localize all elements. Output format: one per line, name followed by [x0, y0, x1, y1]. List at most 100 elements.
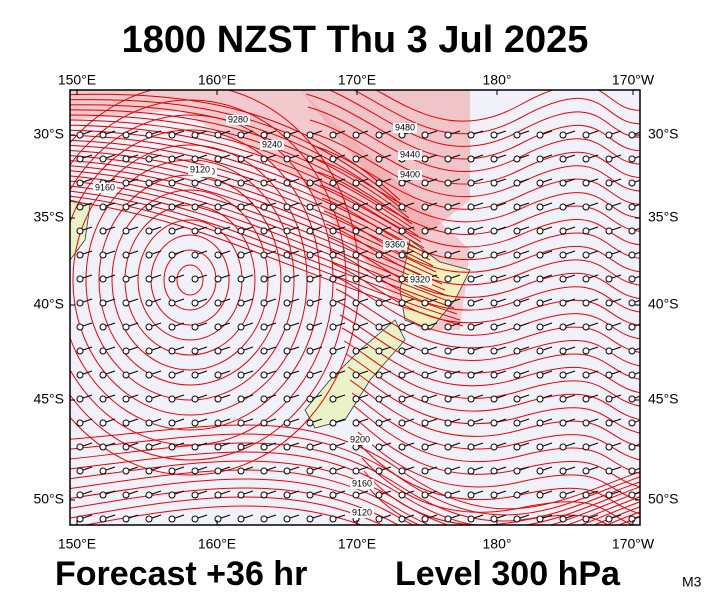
station-marker	[191, 371, 199, 379]
contour	[70, 424, 640, 510]
station-marker	[467, 299, 475, 307]
station-marker	[99, 155, 107, 163]
station-marker	[168, 443, 176, 451]
station-marker	[490, 203, 498, 211]
station-marker	[628, 179, 636, 187]
station-marker	[605, 467, 613, 475]
station-marker	[467, 467, 475, 475]
station-marker	[398, 419, 406, 427]
contour-label-box	[260, 140, 284, 150]
station-marker	[398, 371, 406, 379]
station-marker	[352, 131, 360, 139]
station-marker	[398, 515, 406, 523]
station-marker	[260, 371, 268, 379]
station-marker	[329, 323, 337, 331]
station-marker	[421, 251, 429, 259]
station-marker	[260, 155, 268, 163]
station-marker	[260, 515, 268, 523]
station-marker	[191, 467, 199, 475]
station-marker	[352, 419, 360, 427]
station-marker	[352, 203, 360, 211]
station-marker	[306, 227, 314, 235]
contour	[365, 483, 421, 525]
station-marker	[490, 347, 498, 355]
contour	[70, 190, 458, 315]
station-marker	[191, 347, 199, 355]
station-marker	[352, 491, 360, 499]
station-marker	[329, 251, 337, 259]
station-marker	[628, 323, 636, 331]
station-marker	[76, 419, 84, 427]
latitude-label: 35°S	[33, 209, 64, 225]
station-marker	[168, 275, 176, 283]
station-marker	[582, 131, 590, 139]
station-marker	[375, 371, 383, 379]
station-marker	[191, 179, 199, 187]
contour	[349, 379, 640, 447]
station-marker	[260, 443, 268, 451]
map-frame	[69, 89, 641, 526]
station-marker	[605, 251, 613, 259]
station-marker	[145, 251, 153, 259]
contour	[317, 171, 640, 235]
station-marker	[628, 347, 636, 355]
station-marker	[214, 131, 222, 139]
station-marker	[513, 203, 521, 211]
contour	[339, 314, 640, 380]
station-marker	[490, 155, 498, 163]
station-marker	[352, 395, 360, 403]
station-marker	[145, 419, 153, 427]
station-marker	[168, 347, 176, 355]
station-marker	[237, 347, 245, 355]
station-marker	[513, 131, 521, 139]
contour	[357, 431, 640, 501]
station-marker	[76, 371, 84, 379]
station-marker	[145, 371, 153, 379]
station-marker	[352, 371, 360, 379]
station-marker	[513, 443, 521, 451]
station-marker	[145, 299, 153, 307]
station-marker	[490, 395, 498, 403]
station-marker	[76, 131, 84, 139]
contour	[351, 392, 640, 461]
station-marker	[329, 227, 337, 235]
latitude-label: 50°S	[648, 491, 679, 507]
station-marker	[467, 131, 475, 139]
contour-label-box	[226, 115, 250, 125]
station-marker	[214, 299, 222, 307]
station-marker	[375, 251, 383, 259]
station-marker	[237, 275, 245, 283]
contour-label: 9120	[352, 507, 372, 517]
contour-label-box	[348, 435, 372, 445]
station-marker	[168, 131, 176, 139]
longitude-label: 180°	[483, 536, 512, 552]
station-marker	[398, 299, 406, 307]
station-marker	[375, 131, 383, 139]
station-marker	[490, 227, 498, 235]
station-marker	[191, 227, 199, 235]
station-marker	[444, 131, 452, 139]
contour-label-box	[93, 183, 117, 193]
station-marker	[398, 203, 406, 211]
station-marker	[191, 515, 199, 523]
station-marker	[145, 515, 153, 523]
station-marker	[467, 419, 475, 427]
station-marker	[260, 491, 268, 499]
station-marker	[76, 299, 84, 307]
station-marker	[99, 251, 107, 259]
station-marker	[145, 227, 153, 235]
station-marker	[191, 203, 199, 211]
station-marker	[628, 395, 636, 403]
station-marker	[214, 419, 222, 427]
contour	[353, 405, 640, 474]
station-marker	[375, 179, 383, 187]
station-marker	[168, 395, 176, 403]
station-marker	[582, 203, 590, 211]
station-marker	[329, 491, 337, 499]
latitude-label: 40°S	[648, 296, 679, 312]
station-marker	[237, 491, 245, 499]
station-marker	[306, 395, 314, 403]
station-marker	[306, 275, 314, 283]
station-marker	[145, 467, 153, 475]
station-marker	[306, 443, 314, 451]
